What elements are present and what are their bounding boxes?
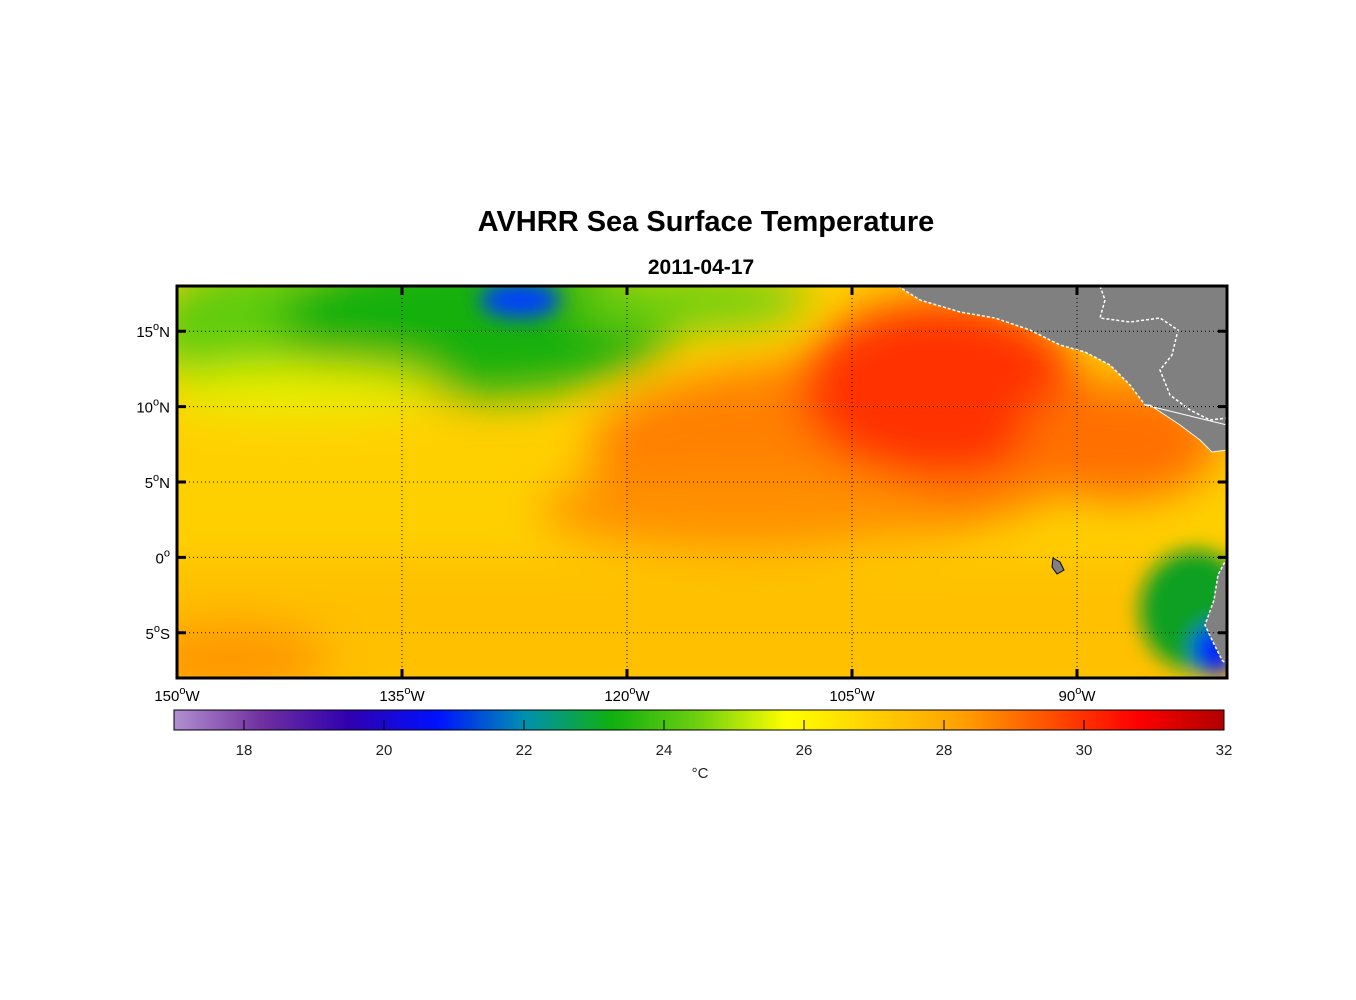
lon-tick-label: 135oW [379,685,425,705]
central-america-land-south [1144,404,1227,453]
sst-north-cool-region [280,286,680,395]
colorbar-tick-label: 28 [936,742,953,759]
lon-tick-label: 90oW [1059,685,1097,705]
colorbar-tick-label: 30 [1076,742,1093,759]
lon-tick-label: 150oW [154,685,200,705]
sst-equator-warm [540,470,940,550]
sst-warm-core [800,300,1080,480]
map-title: AVHRR Sea Surface Temperature [477,206,935,238]
colorbar-tick-label: 20 [376,742,393,759]
colorbar-tick-label: 24 [656,742,673,759]
lat-tick-label: 15oN [136,321,170,341]
galapagos-islands [1051,557,1065,575]
lat-tick-label: 10oN [136,397,170,417]
sst-cold-spot [480,286,560,318]
sst-sw-warm [177,620,330,678]
lat-tick-label: 5oS [146,623,170,643]
sst-south-band [177,560,1227,678]
graticule [177,286,1227,678]
colorbar-tick-label: 32 [1216,742,1233,759]
axis-ticks [175,286,1227,678]
lat-tick-label: 0o [156,547,170,567]
colorbar-ticks: 18 20 22 24 26 28 30 32 [236,720,1233,759]
axis-labels: 150oW 135oW 120oW 105oW 90oW 15oN 10oN 5oN 0o 5oS [136,321,1096,705]
colorbar-tick-label: 18 [236,742,253,759]
sst-field [177,286,1227,678]
map-date-subtitle: 2011-04-17 [647,256,755,279]
lon-tick-label: 120oW [604,685,650,705]
colorbar-tick-label: 22 [516,742,533,759]
sst-north-green-region [570,286,810,330]
colorbar-unit-label: °C [692,765,709,782]
lon-tick-label: 105oW [829,685,875,705]
mexico-central-america-landmass [1099,286,1227,421]
lat-tick-label: 5oN [145,472,170,492]
colorbar [173,709,1225,731]
colorbar-tick-label: 26 [796,742,813,759]
sst-yellow-band [177,364,440,416]
